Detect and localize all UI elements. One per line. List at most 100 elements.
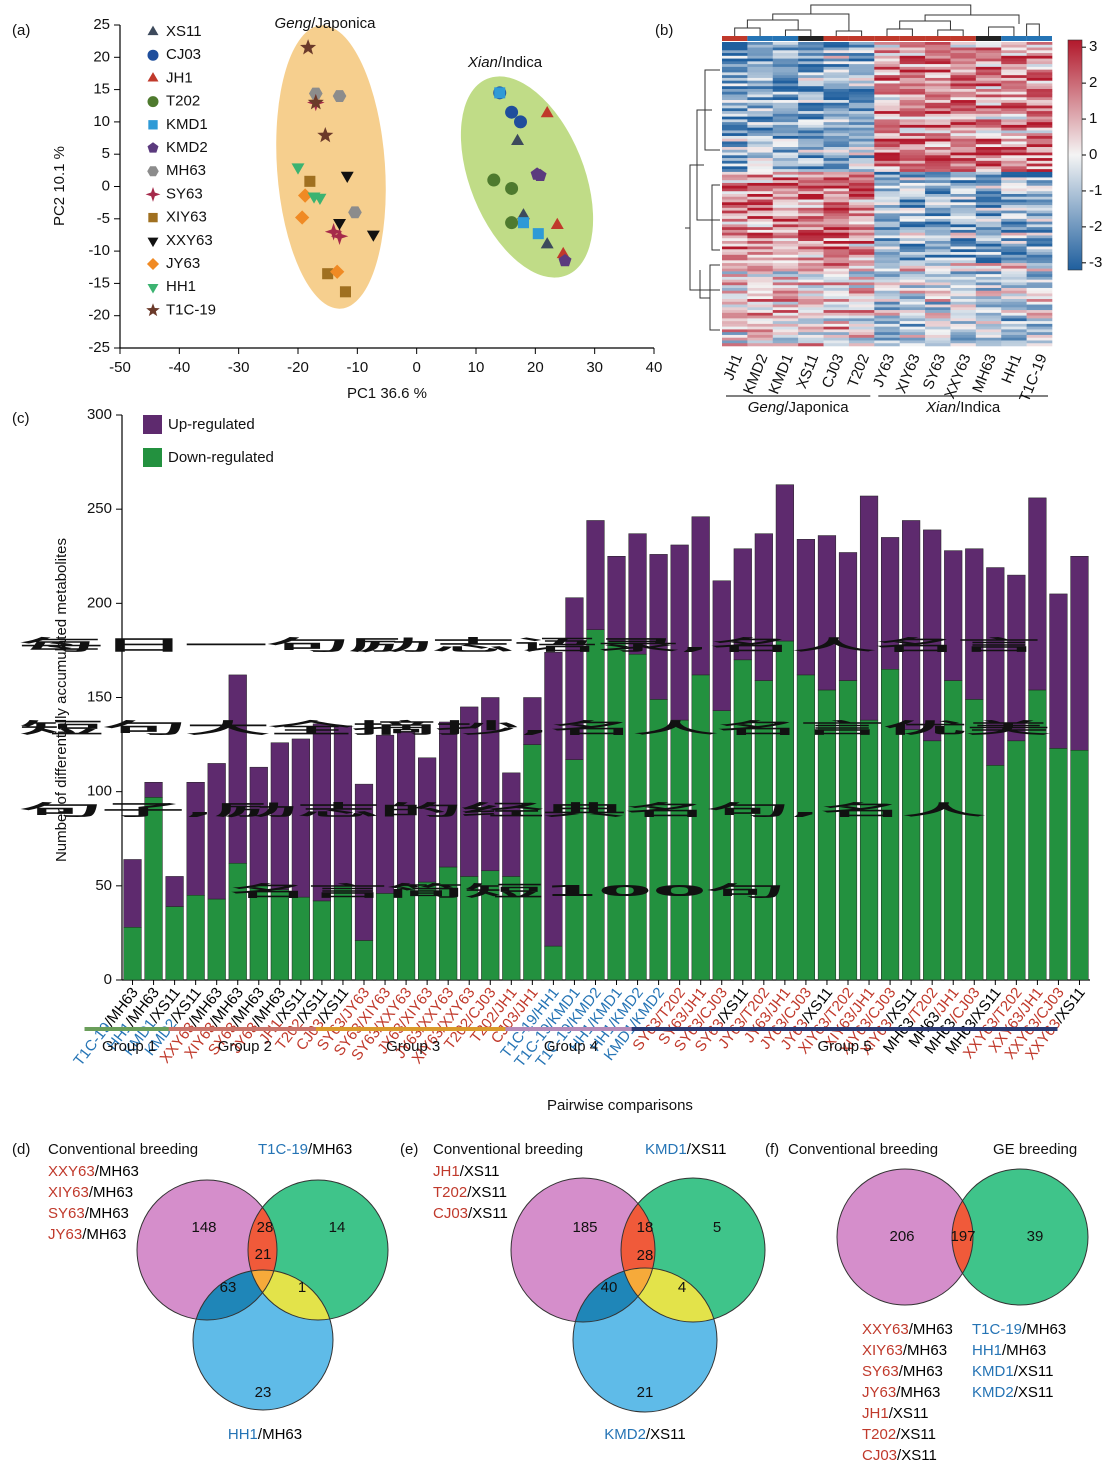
heatmap-cell [874,321,900,325]
heatmap-cell [848,254,875,258]
heatmap-cell [747,147,774,151]
heatmap-cell [823,182,850,187]
heatmap-cell [950,86,977,90]
heatmap-cell [747,260,774,264]
heatmap-cell [925,119,951,123]
heatmap-cell [975,207,1002,211]
heatmap-cell [950,174,977,178]
heatmap-cell [925,216,951,220]
heatmap-cell [1001,307,1027,311]
heatmap-cell [798,312,824,316]
heatmap-cell [975,240,1002,245]
heatmap-cell [772,111,799,115]
venn-count: 5 [713,1219,721,1236]
heatmap-cell [1001,94,1027,98]
heatmap-cell [899,94,926,98]
heatmap-cell [722,199,748,203]
heatmap-cell [925,177,951,181]
heatmap-cell [823,177,850,181]
heatmap-cell [848,83,875,87]
heatmap-cell [823,279,850,283]
scatter-point [317,127,334,143]
heatmap-cell [772,163,799,167]
heatmap-cell [950,238,977,242]
venn-count: 40 [601,1279,618,1296]
heatmap-cell [772,185,799,189]
bar-segment [944,550,963,681]
group-label: Group 4 [544,1038,598,1055]
heatmap-cell [1026,133,1053,137]
heatmap-cell [848,55,875,59]
heatmap-cell [975,337,1002,341]
heatmap-cell [722,53,748,57]
heatmap-cell [950,180,977,184]
heatmap-cell [798,205,824,209]
heatmap-cell [950,323,977,327]
heatmap-cell [975,263,1002,267]
heatmap-cell [1026,337,1053,341]
heatmap-cell [1026,97,1053,101]
legend-label: JH1 [166,69,193,86]
y-tick-label: -10 [88,242,110,259]
heatmap-cell [950,44,977,48]
heatmap-cell [848,285,875,289]
heatmap-cell [823,310,850,314]
heatmap-cell [950,88,977,93]
heatmap-cell [874,307,900,311]
heatmap-cell [1026,141,1053,145]
heatmap-cell [848,329,875,333]
heatmap-cell [925,326,951,330]
heatmap-cell [722,232,748,236]
heatmap-cell [925,158,951,162]
heatmap-cell [925,169,951,173]
heatmap-cell [772,238,799,242]
heatmap-cell [874,221,900,225]
heatmap-cell [772,86,799,90]
heatmap-cell [772,301,799,305]
heatmap-cell [950,274,977,278]
heatmap-cell [772,304,799,308]
heatmap-cell [823,238,850,242]
column-label: JH1 [720,352,746,383]
heatmap-cell [772,332,799,336]
heatmap-cell [798,207,824,211]
heatmap-cell [925,88,951,93]
heatmap-cell [975,213,1002,217]
heatmap-cell [950,196,977,200]
heatmap-cell [848,310,875,314]
heatmap-cell [950,296,977,300]
heatmap-cell [1001,271,1027,275]
heatmap-cell [1001,158,1027,162]
panel-label: (a) [12,22,30,39]
heatmap-cell [874,88,900,93]
heatmap-cell [975,332,1002,336]
heatmap-cell [874,169,900,173]
heatmap-cell [925,69,951,73]
scatter-point [308,87,323,100]
heatmap-cell [747,180,774,184]
heatmap-cell [747,321,774,325]
heatmap-cell [874,83,900,87]
heatmap-cell [772,221,799,225]
heatmap-cell [950,169,977,173]
x-tick-label: 0 [412,359,420,376]
heatmap-cell [1026,210,1053,214]
heatmap-cell [925,144,951,148]
scatter-point [550,217,564,229]
heatmap-cell [1001,337,1027,341]
heatmap-cell [823,160,850,164]
heatmap-cell [848,75,875,79]
heatmap-cell [747,152,774,156]
heatmap-cell [899,227,926,231]
heatmap-cell [1026,205,1053,209]
scatter-point [514,115,527,129]
heatmap-cell [874,240,900,245]
heatmap-cell [747,276,774,280]
heatmap-cell [950,160,977,164]
heatmap-cell [1026,232,1053,236]
heatmap-cell [1001,127,1027,131]
heatmap-cell [925,58,951,62]
heatmap-cell [1026,307,1053,311]
bar-segment [902,729,921,981]
heatmap-cell [722,340,748,344]
